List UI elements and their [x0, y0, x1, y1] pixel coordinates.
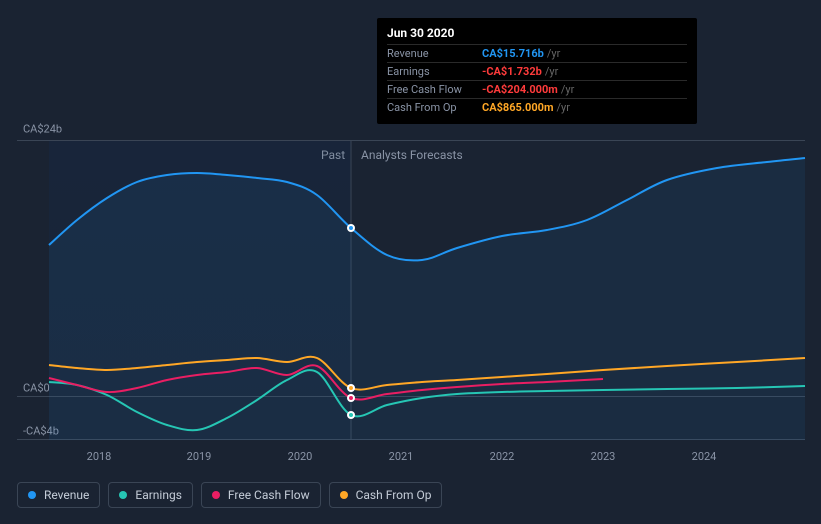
tooltip-row: Cash From OpCA$865.000m/yr: [387, 98, 687, 116]
tooltip-row-suffix: /yr: [556, 101, 569, 114]
tooltip-row-value: -CA$204.000m: [482, 83, 558, 96]
legend-item[interactable]: Revenue: [17, 482, 100, 508]
tooltip-row-value: CA$15.716b: [482, 47, 544, 60]
tooltip-row-label: Revenue: [387, 47, 482, 60]
legend-label: Revenue: [44, 488, 89, 502]
series-marker: [347, 394, 355, 402]
legend-label: Earnings: [135, 488, 182, 502]
plot-area[interactable]: CA$0 -CA$4b: [17, 140, 805, 440]
tooltip-row-value: CA$865.000m: [482, 101, 553, 114]
legend-item[interactable]: Free Cash Flow: [201, 482, 321, 508]
legend-label: Cash From Op: [356, 488, 432, 502]
legend-dot-icon: [119, 491, 127, 499]
tooltip-row-value: -CA$1.732b: [482, 65, 542, 78]
x-tick-label: 2024: [692, 450, 717, 463]
x-tick-label: 2019: [187, 450, 212, 463]
y-tick-label: CA$24b: [23, 123, 62, 136]
x-tick-label: 2021: [389, 450, 414, 463]
legend: Revenue Earnings Free Cash Flow Cash From O…: [17, 482, 442, 508]
tooltip: Jun 30 2020 RevenueCA$15.716b/yrEarnings…: [377, 18, 697, 124]
x-tick-label: 2020: [288, 450, 313, 463]
legend-item[interactable]: Cash From Op: [329, 482, 443, 508]
legend-dot-icon: [28, 491, 36, 499]
x-tick-label: 2023: [591, 450, 616, 463]
x-tick-label: 2018: [87, 450, 112, 463]
tooltip-row-suffix: /yr: [547, 47, 560, 60]
tooltip-row-suffix: /yr: [561, 83, 574, 96]
tooltip-row-label: Cash From Op: [387, 101, 482, 114]
tooltip-row-label: Free Cash Flow: [387, 83, 482, 96]
legend-item[interactable]: Earnings: [108, 482, 193, 508]
legend-label: Free Cash Flow: [228, 488, 310, 502]
series-marker: [347, 411, 355, 419]
x-tick-label: 2022: [490, 450, 515, 463]
tooltip-date: Jun 30 2020: [387, 26, 687, 40]
chart-container: Jun 30 2020 RevenueCA$15.716b/yrEarnings…: [17, 0, 805, 524]
tooltip-row-suffix: /yr: [545, 65, 558, 78]
tooltip-row: RevenueCA$15.716b/yr: [387, 44, 687, 62]
tooltip-row: Earnings-CA$1.732b/yr: [387, 62, 687, 80]
tooltip-row: Free Cash Flow-CA$204.000m/yr: [387, 80, 687, 98]
chart-lines: [17, 140, 805, 440]
series-marker: [347, 224, 355, 232]
legend-dot-icon: [340, 491, 348, 499]
tooltip-row-label: Earnings: [387, 65, 482, 78]
legend-dot-icon: [212, 491, 220, 499]
series-marker: [347, 384, 355, 392]
